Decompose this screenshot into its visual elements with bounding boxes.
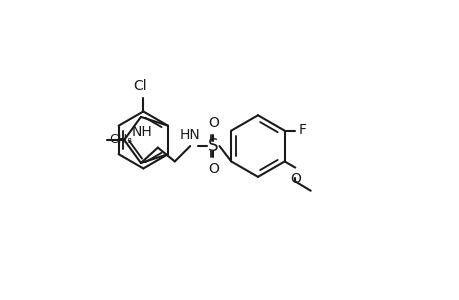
Text: F: F [298, 123, 306, 137]
Text: O: O [207, 162, 218, 176]
Text: HN: HN [179, 128, 200, 142]
Text: Cl: Cl [133, 79, 147, 93]
Text: CH₃: CH₃ [109, 134, 132, 146]
Text: NH: NH [132, 124, 152, 139]
Text: O: O [290, 172, 301, 186]
Text: S: S [207, 137, 218, 155]
Text: O: O [207, 116, 218, 130]
